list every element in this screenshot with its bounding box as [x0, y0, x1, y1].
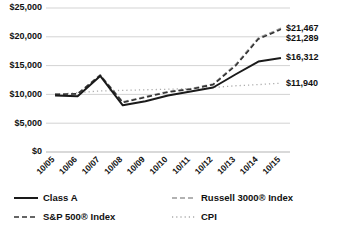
legend-swatch	[14, 216, 38, 218]
grid-line	[46, 36, 290, 37]
legend-label: CPI	[201, 211, 217, 222]
x-tick-label: 10/12	[192, 154, 214, 176]
x-tick-label: 10/15	[260, 154, 282, 176]
legend-label: Class A	[43, 192, 78, 203]
end-label: $11,940	[286, 78, 318, 88]
grid-line	[46, 152, 290, 153]
series-line	[55, 29, 281, 102]
end-label: $21,467	[286, 23, 319, 33]
series-line	[55, 58, 281, 105]
series-line	[55, 28, 281, 102]
end-label: $16,312	[286, 52, 319, 62]
x-tick-label: 10/05	[34, 154, 56, 176]
x-tick-label: 10/13	[215, 154, 237, 176]
x-tick-label: 10/07	[80, 154, 102, 176]
y-tick-label: $5,000	[14, 118, 42, 128]
y-tick-label: $15,000	[9, 60, 42, 70]
y-tick-label: $25,000	[9, 2, 42, 12]
legend-swatch	[14, 197, 38, 199]
grid-line	[46, 8, 290, 9]
x-tick-label: 10/08	[102, 154, 124, 176]
x-tick-label: 10/11	[170, 154, 192, 176]
lines	[55, 28, 281, 105]
x-tick-label: 10/06	[57, 154, 79, 176]
grid-line	[46, 123, 290, 124]
legend-label: S&P 500® Index	[43, 211, 116, 222]
x-tick-label: 10/14	[238, 154, 260, 176]
legend-swatch	[172, 197, 196, 199]
x-tick-label: 10/10	[147, 154, 169, 176]
legend-label: Russell 3000® Index	[201, 192, 294, 203]
x-tick-label: 10/09	[125, 154, 147, 176]
legend-swatch	[172, 216, 196, 217]
chart: $0 $5,000 $10,000 $15,000 $20,000 $25,000 10/0…	[0, 0, 337, 238]
grid	[46, 8, 290, 152]
y-tick-label: $10,000	[9, 89, 42, 99]
legend: Class A Russell 3000® Index S&P 500® Index…	[14, 192, 294, 222]
end-label: $21,289	[286, 33, 319, 43]
x-axis-line	[46, 152, 290, 153]
y-tick-label: $0	[32, 146, 42, 156]
background	[0, 0, 337, 238]
y-tick-label: $20,000	[9, 31, 42, 41]
